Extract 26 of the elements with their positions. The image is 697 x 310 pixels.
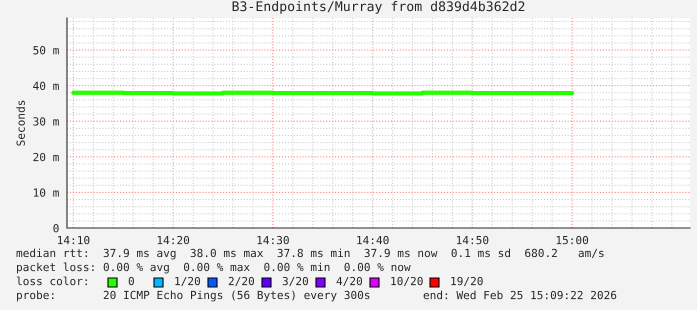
x-tick-label: 14:50: [456, 236, 488, 244]
text: probe: 20 ICMP Echo Pings (56 Bytes) every 300s: [17, 290, 370, 302]
y-tick-label: 0: [53, 224, 59, 232]
x-tick-label: 15:00: [556, 236, 588, 244]
text: 10/20: [391, 276, 423, 286]
text: 0: [128, 276, 134, 286]
text: median rtt: 37.9 ms avg 38.0 ms max 37.8 ms min 37.9 ms now 0.1 ms sd 680.2 am/s: [16, 248, 604, 260]
chart-title: B3-Endpoints/Murray from d839d4b362d2: [232, 1, 524, 14]
text: 4/20: [336, 276, 362, 286]
y-axis-title: Seconds: [16, 100, 25, 146]
x-tick-label: 14:30: [257, 236, 289, 244]
text: packet loss: 0.00 % avg 0.00 % max 0.00 % min 0.00 % now: [17, 262, 411, 274]
y-tick-label: 20 m: [33, 152, 59, 162]
text: loss color:: [16, 276, 87, 286]
x-tick-label: 14:20: [158, 236, 190, 244]
y-tick-label: 30 m: [33, 117, 59, 126]
text: 1/20: [175, 276, 200, 286]
x-tick-label: 14:10: [58, 236, 90, 244]
text: end: Wed Feb 25 15:09:22 2026: [424, 290, 616, 300]
text: 2/20: [228, 276, 254, 286]
x-tick-label: 14:40: [357, 236, 389, 244]
y-tick-label: 50 m: [33, 46, 59, 54]
text: 19/20: [451, 276, 483, 286]
text: 3/20: [282, 276, 308, 286]
y-tick-label: 10 m: [34, 188, 59, 197]
y-tick-label: 40 m: [33, 82, 59, 90]
